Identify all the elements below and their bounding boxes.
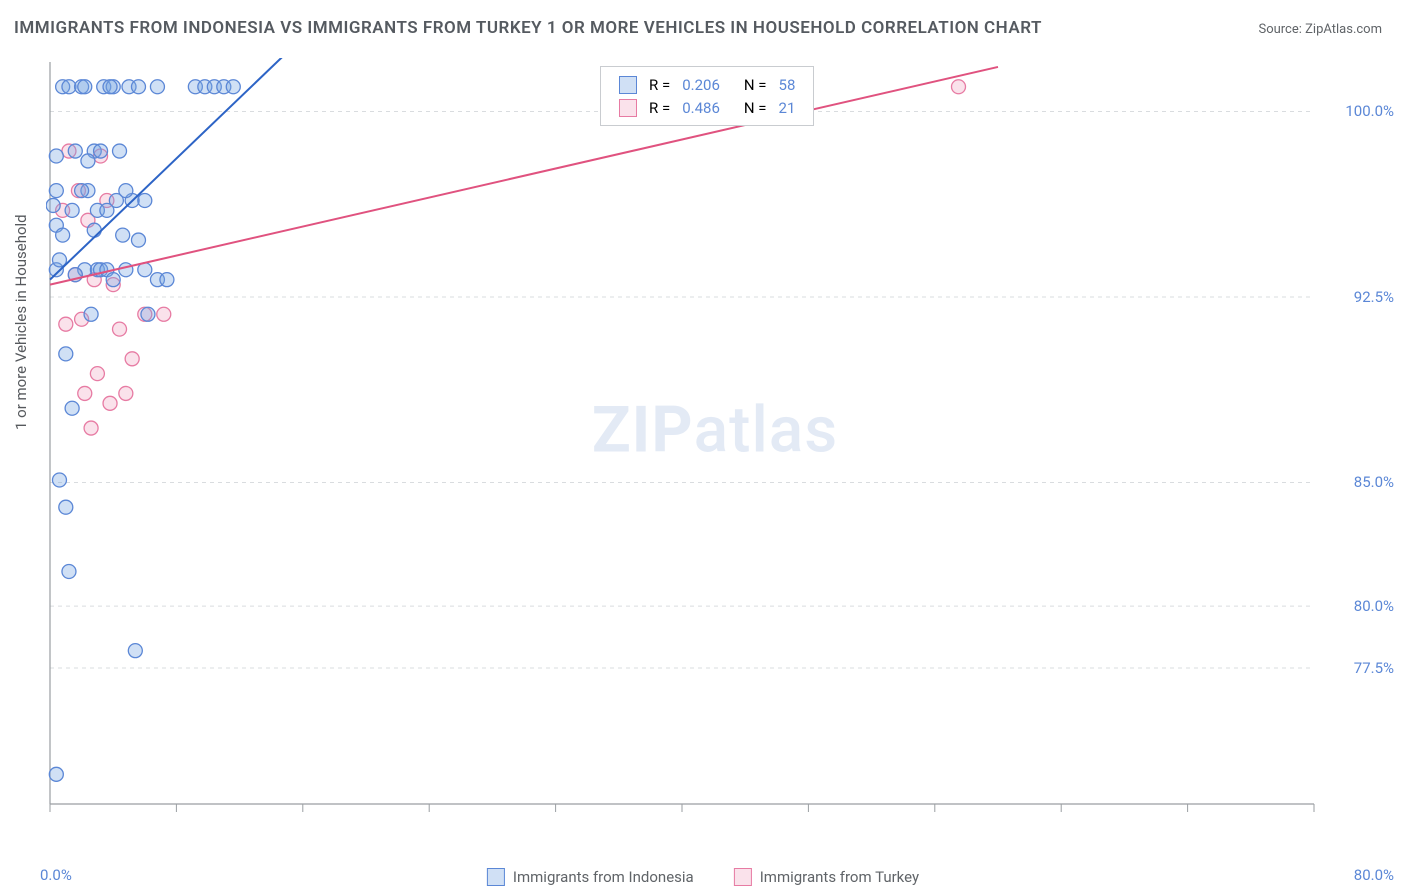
y-tick-label: 100.0% xyxy=(1345,102,1394,120)
legend-row: R = 0.206 N = 58 xyxy=(613,73,801,96)
r-label: R = xyxy=(643,73,676,96)
n-label: N = xyxy=(738,73,773,96)
chart-title: IMMIGRANTS FROM INDONESIA VS IMMIGRANTS … xyxy=(14,18,1042,38)
x-axis-origin-label: 0.0% xyxy=(40,866,72,884)
legend-swatch-pink xyxy=(734,868,752,886)
n-label: N = xyxy=(738,96,773,119)
legend-swatch-pink xyxy=(619,99,637,117)
legend-label: Immigrants from Indonesia xyxy=(513,868,694,886)
n-value: 58 xyxy=(773,73,802,96)
legend-item-indonesia: Immigrants from Indonesia xyxy=(487,868,694,886)
source-label: Source: ZipAtlas.com xyxy=(1258,22,1382,37)
r-value: 0.486 xyxy=(676,96,726,119)
y-axis-label: 1 or more Vehicles in Household xyxy=(12,214,30,430)
scatter-chart xyxy=(46,58,1384,834)
r-label: R = xyxy=(643,96,676,119)
legend-item-turkey: Immigrants from Turkey xyxy=(734,868,919,886)
x-axis-end-label: 80.0% xyxy=(1354,866,1394,884)
r-value: 0.206 xyxy=(676,73,726,96)
series-legend: Immigrants from Indonesia Immigrants fro… xyxy=(487,868,919,886)
legend-label: Immigrants from Turkey xyxy=(760,868,919,886)
legend-row: R = 0.486 N = 21 xyxy=(613,96,801,119)
n-value: 21 xyxy=(773,96,802,119)
legend-swatch-blue xyxy=(619,76,637,94)
y-tick-label: 92.5% xyxy=(1354,288,1394,306)
y-tick-label: 77.5% xyxy=(1354,659,1394,677)
legend-swatch-blue xyxy=(487,868,505,886)
plot-area: ZIPatlas xyxy=(46,58,1384,834)
stats-legend: R = 0.206 N = 58 R = 0.486 N = 21 xyxy=(600,66,814,126)
y-tick-label: 85.0% xyxy=(1354,473,1394,491)
y-tick-label: 80.0% xyxy=(1354,597,1394,615)
